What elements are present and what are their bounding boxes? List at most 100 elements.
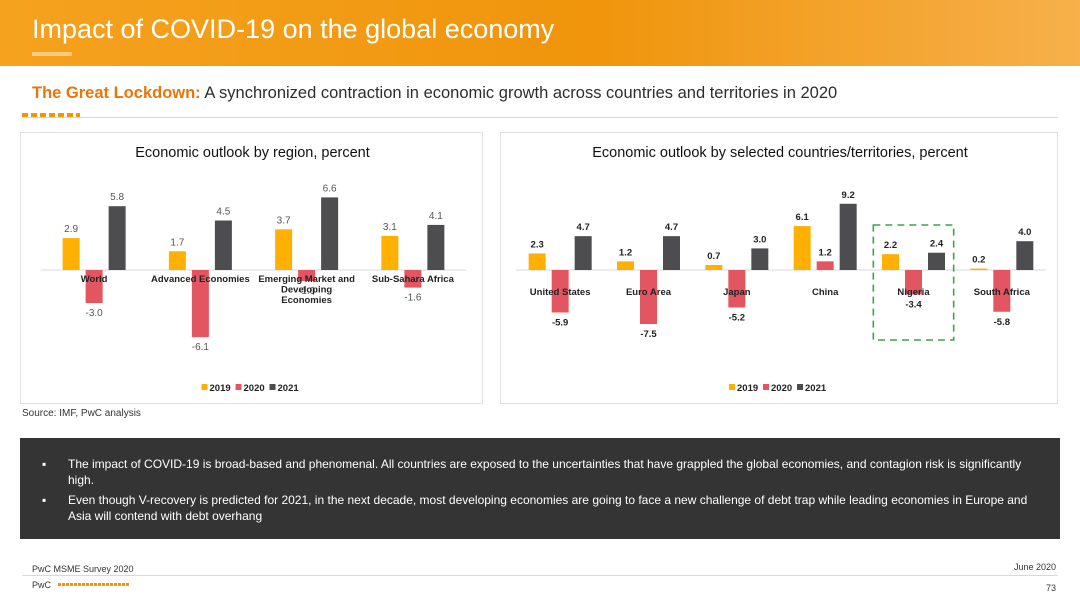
bar-2019 [970,268,988,270]
data-label: 0.2 [972,255,985,266]
bar-2020 [816,261,834,270]
bar-2020 [728,270,746,308]
data-label: -6.1 [192,342,210,353]
page-number: 73 [1045,583,1056,593]
footer-brand: PwC [32,580,52,590]
bar-2021 [1016,241,1034,270]
legend-swatch-2019 [201,384,208,390]
data-label: 1.7 [170,237,184,248]
data-label: -1.0 [298,286,316,297]
highlight-box [872,224,955,341]
legend-swatch-2020 [763,384,769,390]
bar-2021 [574,236,592,270]
data-label: 9.2 [842,190,855,201]
bar-2021 [928,252,945,270]
headline-text: A synchronized contraction in economic g… [200,84,838,102]
bar-2020 [640,270,657,324]
legend-label: 2019 [210,383,231,394]
bar-2019 [275,229,293,270]
category-label: Developing [281,285,332,296]
bar-2019 [528,253,546,270]
bar-2019 [882,254,899,270]
country-chart-panel: Economic outlook by selected countries/t… [500,132,1058,404]
bar-2020 [85,270,103,303]
bar-2020 [905,270,922,295]
bar-2019 [62,238,80,270]
data-label: 0.7 [707,251,720,262]
region-chart: Economic outlook by region, percent 2.9 -3… [41,145,466,394]
bar-2020 [993,270,1011,312]
category-label: South Africa [974,287,1031,298]
data-label: 4.7 [665,222,678,233]
bar-2019 [793,226,811,270]
data-label: 1.2 [819,247,832,258]
insights-box: ▪ The impact of COVID-19 is broad-based … [20,438,1060,539]
category-label: China [812,287,839,298]
legend-swatch-2021 [269,384,276,390]
bar-2020 [298,270,316,281]
bar-2021 [751,248,769,270]
page-title: Impact of COVID-19 on the global economy [32,14,555,44]
bullet-marker: ▪ [42,457,47,471]
category-label: Emerging Market and [258,274,355,285]
title-banner: Impact of COVID-19 on the global economy [0,0,1080,66]
country-chart: Economic outlook by selected countries/t… [516,145,1046,394]
data-label: 4.1 [429,211,443,222]
bar-2021 [839,203,857,270]
data-label: 4.7 [577,222,590,233]
bar-2021 [108,206,126,270]
data-label: -3.4 [905,299,922,310]
headline: The Great Lockdown: A synchronized contr… [32,84,837,103]
chart-title: Economic outlook by selected countries/t… [592,145,968,161]
data-label: -7.5 [640,329,657,340]
legend-label: 2021 [278,383,300,394]
data-label: 3.7 [277,215,291,226]
legend-label: 2021 [805,383,827,394]
category-label: Advanced Economies [151,274,250,285]
category-label: Economies [281,295,332,306]
bar-2021 [427,224,445,270]
bar-2021 [663,236,680,270]
bar-2021 [214,220,232,270]
bar-2020 [191,270,209,338]
bar-2021 [321,197,339,270]
data-label: 2.3 [531,239,544,250]
bar-2019 [705,264,723,270]
legend-swatch-2020 [235,384,242,390]
bar-2019 [168,251,186,270]
footer-survey: PwC MSME Survey 2020 [32,564,134,574]
legend-swatch-2021 [797,384,803,390]
region-chart-panel: Economic outlook by region, percent 2.9 -3… [20,132,483,404]
bar-2019 [381,235,399,270]
data-label: 6.1 [796,212,810,223]
legend-swatch-2019 [729,384,735,390]
accent-dashes [22,113,80,117]
data-label: -5.9 [552,317,568,328]
category-label: Euro Area [626,287,672,298]
source-note: Source: IMF, PwC analysis [22,408,141,419]
data-label: 2.4 [930,239,944,250]
insight-text: The impact of COVID-19 is broad-based an… [68,457,1022,487]
divider [22,117,1058,118]
data-label: 6.6 [323,183,337,194]
footer-divider [22,575,1058,576]
footer-date: June 2020 [1013,562,1056,572]
data-label: 4.0 [1018,227,1031,238]
data-label: 1.2 [619,247,632,258]
data-label: 3.0 [753,234,766,245]
data-label: 3.1 [383,222,397,233]
footer-brand-bar [58,583,130,586]
category-label: Sub-Sahara Africa [372,274,455,285]
data-label: 5.8 [110,192,124,203]
banner-decoration [32,52,72,56]
chart-title: Economic outlook by region, percent [135,145,370,161]
legend-label: 2019 [737,383,758,394]
category-label: World [81,274,108,285]
bar-2019 [617,261,634,270]
legend-label: 2020 [244,383,265,394]
category-label: Japan [723,287,751,298]
bar-2020 [551,270,569,313]
data-label: -5.8 [994,317,1010,328]
legend-label: 2020 [771,383,792,394]
headline-highlight: The Great Lockdown: [32,84,201,102]
